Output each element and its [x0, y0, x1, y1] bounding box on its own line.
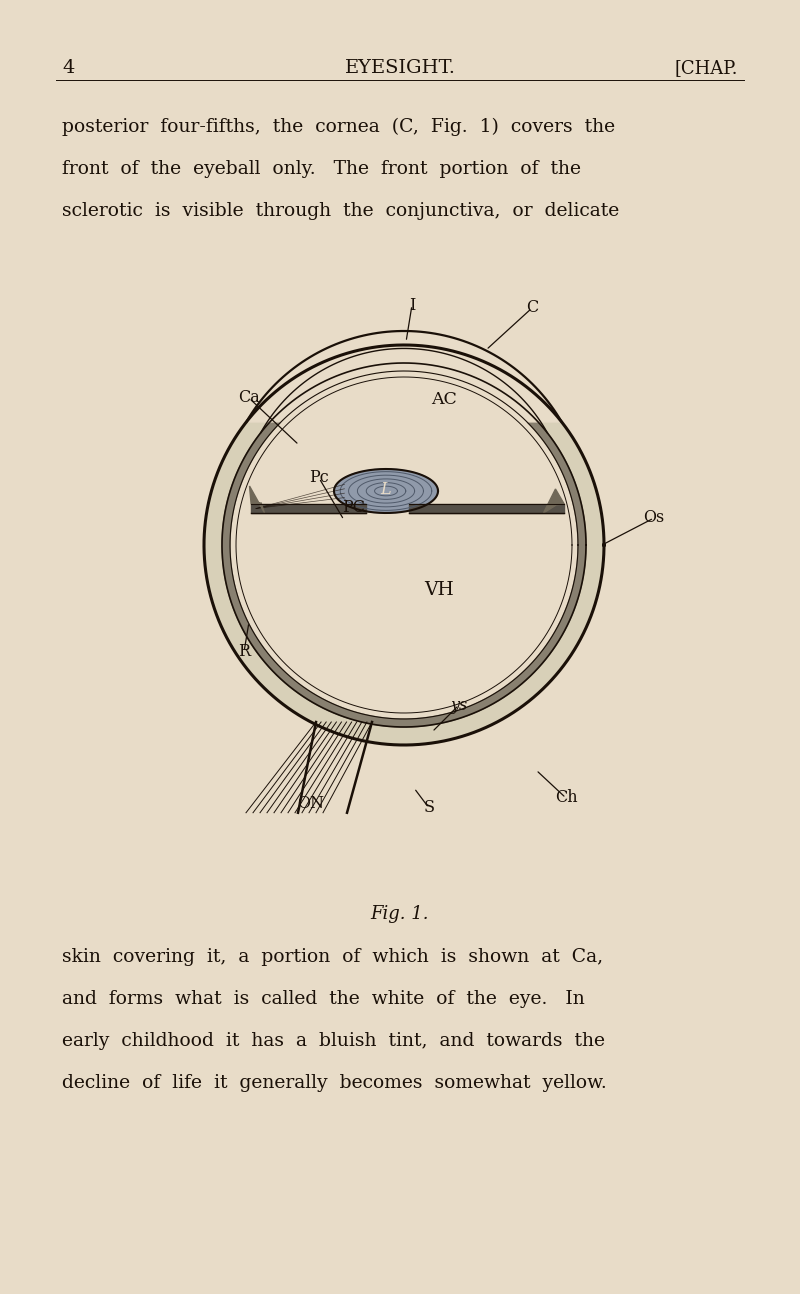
Text: Pc: Pc	[309, 470, 329, 487]
Text: [CHAP.: [CHAP.	[674, 60, 738, 78]
Text: VH: VH	[424, 581, 454, 599]
Text: Fig. 1.: Fig. 1.	[370, 905, 430, 923]
Text: posterior  four-fifths,  the  cornea  (C,  Fig.  1)  covers  the: posterior four-fifths, the cornea (C, Fi…	[62, 118, 615, 136]
Text: L: L	[381, 480, 391, 497]
Text: EYESIGHT.: EYESIGHT.	[345, 60, 455, 78]
Polygon shape	[409, 503, 564, 512]
Text: ON: ON	[298, 795, 325, 811]
Polygon shape	[204, 345, 604, 745]
Text: and  forms  what  is  called  the  white  of  the  eye.   In: and forms what is called the white of th…	[62, 990, 585, 1008]
Text: Ch: Ch	[554, 789, 578, 806]
Text: 4: 4	[62, 60, 74, 78]
Polygon shape	[543, 489, 564, 512]
Polygon shape	[250, 487, 265, 512]
Text: AC: AC	[431, 392, 457, 409]
Text: S: S	[423, 800, 434, 817]
Text: C: C	[526, 299, 538, 317]
Text: decline  of  life  it  generally  becomes  somewhat  yellow.: decline of life it generally becomes som…	[62, 1074, 606, 1092]
Polygon shape	[222, 364, 586, 727]
Polygon shape	[334, 468, 438, 512]
Text: front  of  the  eyeball  only.   The  front  portion  of  the: front of the eyeball only. The front por…	[62, 160, 581, 179]
Text: early  childhood  it  has  a  bluish  tint,  and  towards  the: early childhood it has a bluish tint, an…	[62, 1033, 605, 1049]
Text: Ca: Ca	[238, 389, 260, 406]
Text: sclerotic  is  visible  through  the  conjunctiva,  or  delicate: sclerotic is visible through the conjunc…	[62, 202, 619, 220]
Polygon shape	[246, 331, 562, 422]
Text: I: I	[409, 296, 415, 313]
Text: R: R	[238, 643, 250, 660]
Text: ys: ys	[450, 696, 468, 713]
Polygon shape	[251, 503, 366, 512]
Text: skin  covering  it,  a  portion  of  which  is  shown  at  Ca,: skin covering it, a portion of which is …	[62, 949, 603, 967]
Text: Os: Os	[643, 510, 665, 527]
Text: PC: PC	[342, 499, 366, 516]
